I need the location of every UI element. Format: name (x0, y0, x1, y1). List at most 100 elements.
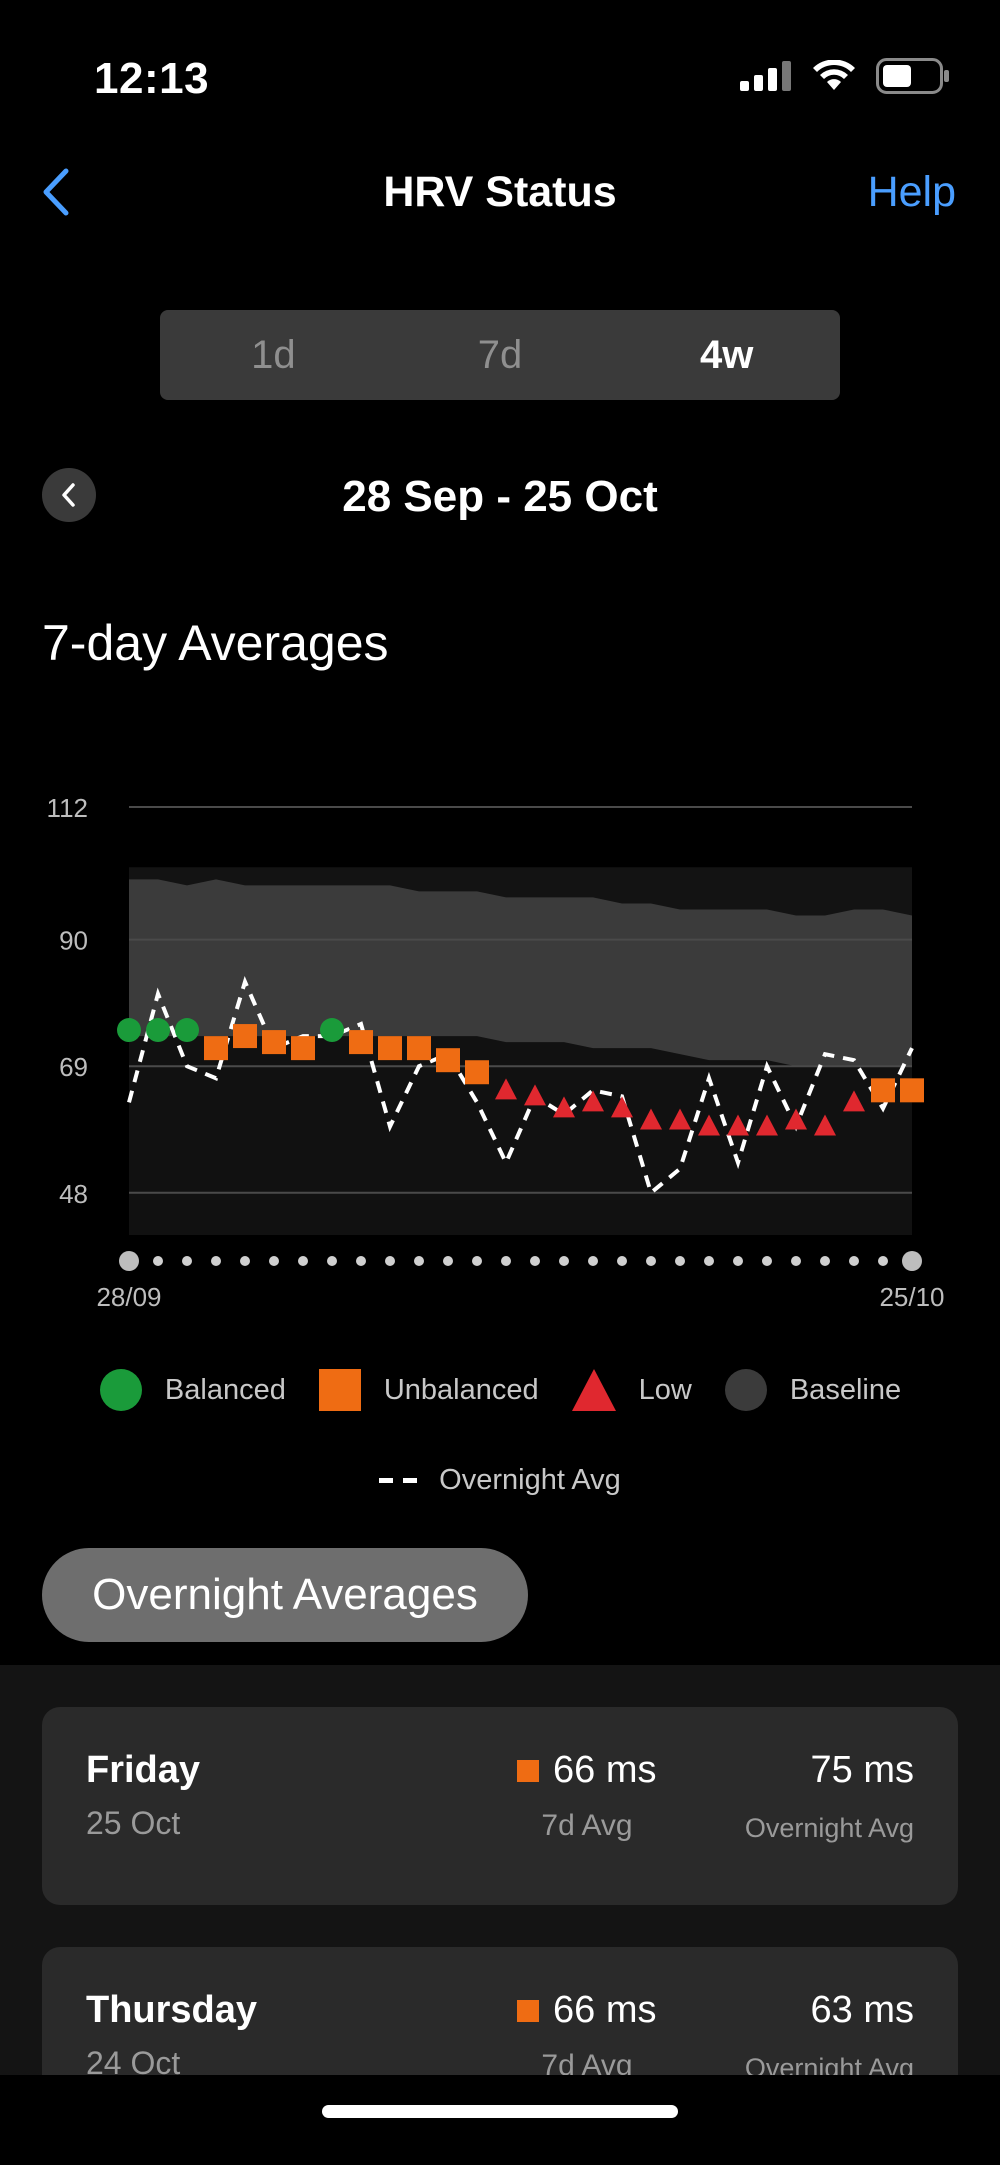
x-axis-dot (240, 1256, 250, 1266)
previous-range-button[interactable] (42, 468, 96, 522)
x-axis-dot (119, 1251, 139, 1271)
period-segmented-control: 1d 7d 4w (160, 310, 840, 400)
chart-legend: Balanced Unbalanced Low Baseline (0, 1360, 1000, 1420)
x-axis-dot (356, 1256, 366, 1266)
x-axis-dot (559, 1256, 569, 1266)
low-marker (669, 1108, 691, 1130)
card-7d-avg-label: 7d Avg (541, 1809, 633, 1842)
unbalanced-marker (871, 1078, 895, 1103)
unbalanced-marker (262, 1030, 286, 1055)
low-marker (756, 1114, 778, 1136)
below-baseline-area (129, 1036, 912, 1235)
help-link[interactable]: Help (867, 168, 956, 216)
x-axis-dot (878, 1256, 888, 1266)
card-7d-avg-value: 66 ms (553, 1989, 657, 2031)
battery-icon (876, 58, 949, 94)
x-axis-dot (153, 1256, 163, 1266)
x-axis-dot (617, 1256, 627, 1266)
home-indicator[interactable] (322, 2105, 678, 2118)
card-overnight-label: Overnight Avg (744, 1813, 914, 1843)
section-title: 7-day Averages (42, 615, 389, 671)
x-axis-dot (211, 1256, 221, 1266)
legend-low-label: Low (638, 1373, 692, 1406)
dashed-line-icon (379, 1478, 418, 1483)
card-overnight-value: 63 ms (810, 1989, 914, 2031)
unbalanced-marker (349, 1030, 373, 1055)
daily-list: Friday 25 Oct 66 ms 7d Avg 75 ms Overnig… (0, 1665, 1000, 2075)
y-tick-label: 112 (47, 793, 88, 823)
y-axis: 112 90 69 48 (47, 793, 88, 1209)
legend-unbalanced-label: Unbalanced (383, 1373, 539, 1406)
x-axis-dot (182, 1256, 192, 1266)
low-marker (495, 1078, 517, 1100)
low-marker (640, 1108, 662, 1130)
x-axis-dot (849, 1256, 859, 1266)
card-day: Thursday (86, 1989, 258, 2031)
legend-overnight-label: Overnight Avg (439, 1464, 621, 1496)
balanced-marker (146, 1018, 170, 1043)
low-marker (582, 1090, 604, 1112)
list-item[interactable]: Friday 25 Oct 66 ms 7d Avg 75 ms Overnig… (42, 1707, 958, 1905)
home-indicator-area (0, 2075, 1000, 2165)
low-marker (843, 1090, 865, 1112)
card-7d-avg-label: 7d Avg (541, 2049, 633, 2075)
x-axis-day-dots (119, 1251, 922, 1271)
tab-7d[interactable]: 7d (477, 332, 523, 377)
balanced-marker (117, 1018, 141, 1043)
balanced-marker (175, 1018, 199, 1043)
x-axis-dot (269, 1256, 279, 1266)
legend-overnight: Overnight Avg (0, 1464, 1000, 1497)
y-tick-label: 69 (59, 1052, 88, 1082)
x-axis-dot (472, 1256, 482, 1266)
chevron-left-icon (43, 168, 69, 216)
unbalanced-marker (436, 1048, 460, 1073)
grid-lines-overlay (129, 806, 912, 1194)
x-axis-dot (327, 1256, 337, 1266)
page-title: HRV Status (383, 168, 617, 216)
wifi-icon (813, 60, 855, 90)
x-axis-dot (733, 1256, 743, 1266)
x-axis: 28/09 25/10 (96, 1282, 944, 1312)
nav-bar: HRV Status Help (0, 150, 1000, 230)
x-axis-dot (704, 1256, 714, 1266)
legend-balanced: Balanced (99, 1368, 286, 1412)
unbalanced-square-icon (318, 1369, 361, 1411)
unbalanced-marker (465, 1060, 489, 1085)
y-tick-label: 48 (59, 1179, 88, 1209)
x-axis-dot (501, 1256, 511, 1266)
low-triangle-icon (571, 1369, 616, 1411)
x-axis-dot (791, 1256, 801, 1266)
overnight-averages-button[interactable]: Overnight Averages (42, 1548, 528, 1642)
card-7d-avg-value: 66 ms (553, 1749, 657, 1791)
cellular-signal-icon (740, 61, 791, 91)
unbalanced-marker (233, 1024, 257, 1049)
overnight-avg-line (127, 976, 914, 1197)
status-bar: 12:13 (0, 0, 1000, 150)
date-range-label: 28 Sep - 25 Oct (342, 472, 658, 521)
balanced-circle-icon (99, 1369, 142, 1411)
card-overnight-value: 75 ms (810, 1749, 914, 1791)
x-axis-dot (443, 1256, 453, 1266)
tab-4w[interactable]: 4w (700, 332, 754, 377)
low-marker (553, 1096, 575, 1118)
x-axis-dot (298, 1256, 308, 1266)
x-axis-dot (902, 1251, 922, 1271)
unbalanced-marker (900, 1078, 924, 1103)
low-marker (698, 1114, 720, 1136)
legend-unbalanced: Unbalanced (318, 1368, 539, 1412)
card-7d-avg: 66 ms (517, 1989, 656, 2032)
list-item[interactable]: Thursday 24 Oct 66 ms 7d Avg 63 ms Overn… (42, 1947, 958, 2075)
card-7d-avg: 66 ms (517, 1749, 656, 1792)
tab-1d[interactable]: 1d (251, 332, 296, 377)
back-button[interactable] (30, 162, 80, 222)
x-axis-dot (762, 1256, 772, 1266)
balanced-marker (320, 1018, 344, 1043)
card-date: 25 Oct (86, 1805, 181, 1841)
low-marker (611, 1096, 633, 1118)
low-marker (814, 1114, 836, 1136)
unbalanced-square-icon (517, 1759, 539, 1782)
unbalanced-marker (204, 1036, 228, 1061)
x-axis-dot (385, 1256, 395, 1266)
unbalanced-marker (291, 1036, 315, 1061)
hrv-chart: 112 90 69 48 28/09 25/10 (47, 793, 945, 1312)
